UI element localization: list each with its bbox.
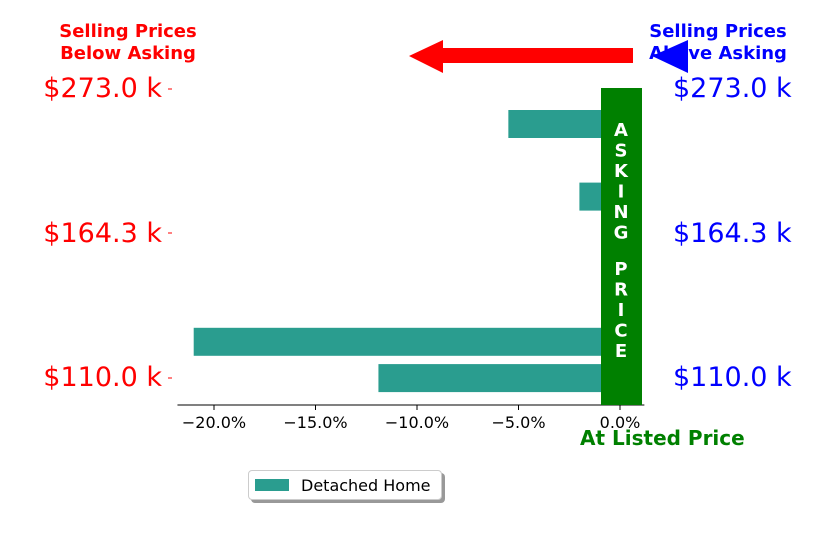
price-label-right-bottom: $110.0 k: [673, 362, 792, 393]
x-tick-label-0: −20.0%: [181, 413, 247, 432]
legend: Detached Home: [248, 470, 442, 500]
y-ticks: [168, 88, 172, 379]
direction-arrows: [409, 40, 688, 73]
asking-band-letter-1: S: [615, 141, 628, 162]
asking-band-letter-10: C: [614, 321, 627, 342]
asking-band-letter-9: I: [618, 300, 625, 321]
asking-band-letter-2: K: [614, 161, 629, 182]
asking-band-letter-5: G: [614, 223, 629, 244]
price-label-left-bottom: $110.0 k: [43, 362, 162, 393]
asking-band-letter-0: A: [614, 120, 628, 141]
bar-6: [193, 327, 620, 356]
arrow-left-icon: [409, 40, 633, 73]
price-label-left-mid: $164.3 k: [43, 218, 162, 249]
price-label-left-top: $273.0 k: [43, 73, 162, 104]
x-tick-label-2: −10.0%: [384, 413, 450, 432]
x-tick-label-1: −15.0%: [283, 413, 348, 432]
price-label-right-mid: $164.3 k: [673, 218, 792, 249]
asking-band-letter-8: R: [614, 280, 628, 301]
bars-group: [193, 110, 641, 393]
legend-swatch: [255, 479, 289, 491]
legend-label: Detached Home: [301, 475, 431, 495]
bar-7: [378, 364, 620, 393]
x-axis: [177, 404, 645, 410]
price-label-right-top: $273.0 k: [673, 73, 792, 104]
arrow-right-icon: [652, 40, 688, 73]
x-tick-label-4: 0.0%: [599, 413, 641, 432]
asking-band-rect: [601, 88, 642, 405]
above-asking-heading: Selling Prices Above Asking: [649, 21, 787, 64]
asking-band-letter-11: E: [615, 341, 627, 362]
asking-band-letter-3: I: [618, 182, 625, 203]
x-tick-label-3: −5.0%: [491, 413, 546, 432]
asking-band-letter-7: P: [614, 259, 627, 280]
asking-band-letter-4: N: [613, 202, 628, 223]
below-asking-heading: Selling Prices Below Asking: [59, 21, 197, 64]
at-listed-price-label: At Listed Price: [580, 426, 745, 450]
